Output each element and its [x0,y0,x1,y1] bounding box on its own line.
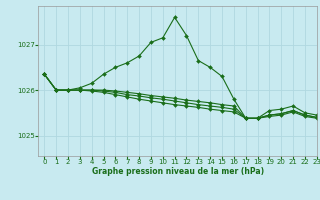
X-axis label: Graphe pression niveau de la mer (hPa): Graphe pression niveau de la mer (hPa) [92,167,264,176]
